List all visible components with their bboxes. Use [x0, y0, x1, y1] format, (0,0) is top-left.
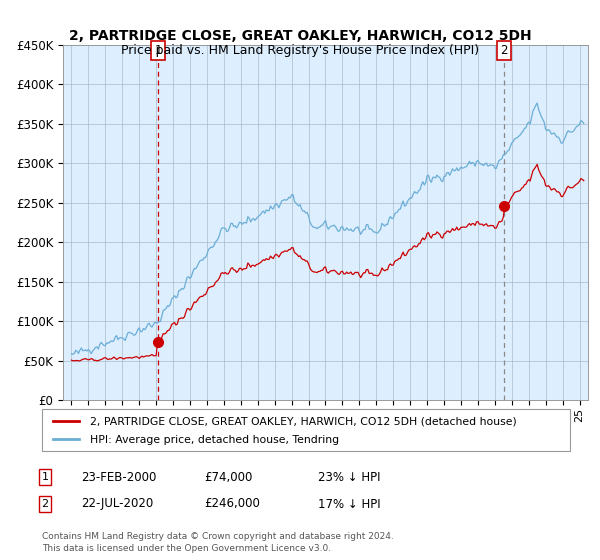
Text: 2: 2 [41, 499, 49, 509]
FancyBboxPatch shape [42, 409, 570, 451]
Text: 17% ↓ HPI: 17% ↓ HPI [318, 497, 380, 511]
Text: HPI: Average price, detached house, Tendring: HPI: Average price, detached house, Tend… [89, 435, 338, 445]
Text: Contains HM Land Registry data © Crown copyright and database right 2024.
This d: Contains HM Land Registry data © Crown c… [42, 532, 394, 553]
Text: 2, PARTRIDGE CLOSE, GREAT OAKLEY, HARWICH, CO12 5DH: 2, PARTRIDGE CLOSE, GREAT OAKLEY, HARWIC… [68, 29, 532, 44]
Text: 22-JUL-2020: 22-JUL-2020 [81, 497, 153, 511]
Text: 1: 1 [41, 472, 49, 482]
Text: 1: 1 [154, 44, 162, 57]
Text: £74,000: £74,000 [204, 470, 253, 484]
Text: 2, PARTRIDGE CLOSE, GREAT OAKLEY, HARWICH, CO12 5DH (detached house): 2, PARTRIDGE CLOSE, GREAT OAKLEY, HARWIC… [89, 417, 516, 426]
Text: 2: 2 [500, 44, 508, 57]
Text: 23-FEB-2000: 23-FEB-2000 [81, 470, 157, 484]
Text: £246,000: £246,000 [204, 497, 260, 511]
Text: 23% ↓ HPI: 23% ↓ HPI [318, 470, 380, 484]
Text: Price paid vs. HM Land Registry's House Price Index (HPI): Price paid vs. HM Land Registry's House … [121, 44, 479, 57]
